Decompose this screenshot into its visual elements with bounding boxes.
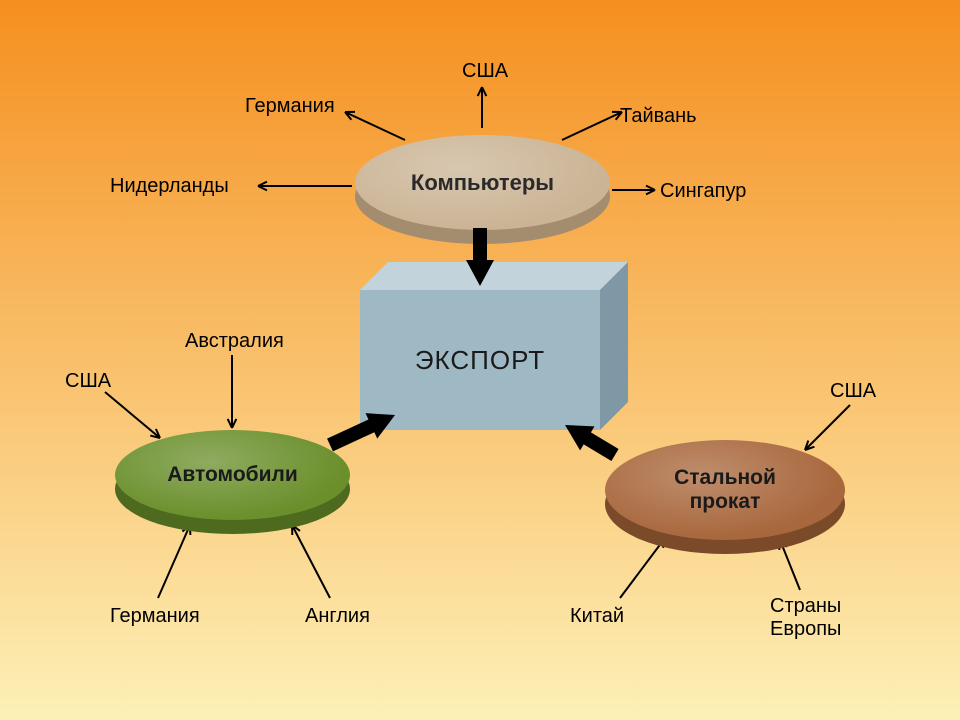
label-germany1: Германия — [245, 95, 335, 118]
label-europe: Страны Европы — [770, 595, 841, 641]
label-taiwan: Тайвань — [620, 105, 697, 128]
label-china: Китай — [570, 605, 624, 628]
label-usa1: США — [462, 60, 508, 83]
label-australia: Австралия — [185, 330, 284, 353]
label-england: Англия — [305, 605, 370, 628]
label-usa2: США — [65, 370, 111, 393]
label-usa3: США — [830, 380, 876, 403]
label-germany2: Германия — [110, 605, 200, 628]
diagram-stage: ЭКСПОРТКомпьютерыАвтомобилиСтальной прок… — [0, 0, 960, 720]
label-netherlands: Нидерланды — [110, 175, 229, 198]
label-singapore: Сингапур — [660, 180, 746, 203]
